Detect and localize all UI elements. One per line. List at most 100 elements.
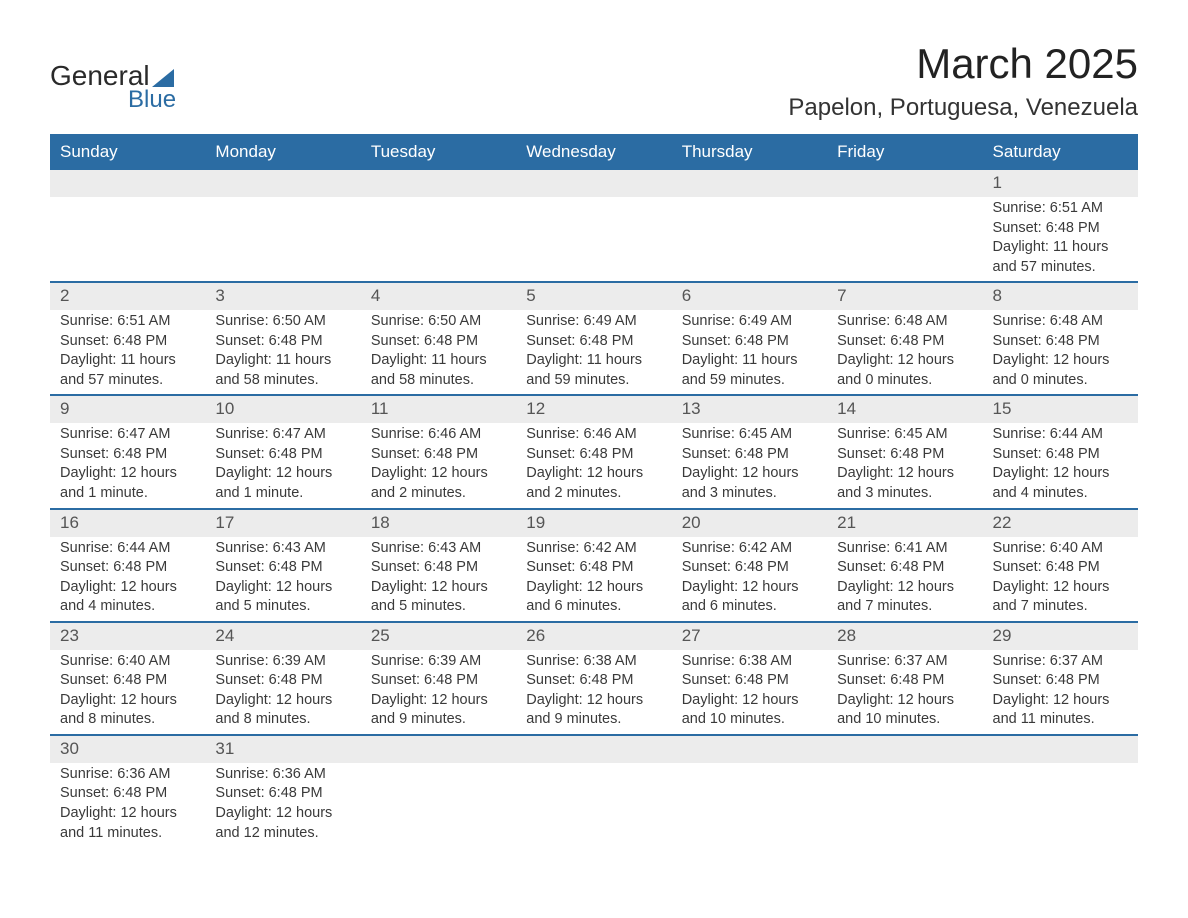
sunset-line: Sunset: 6:48 PM [215,671,350,691]
day-number [827,736,982,763]
sunset-line: Sunset: 6:48 PM [993,332,1128,352]
page-header: General Blue March 2025 Papelon, Portugu… [50,40,1138,122]
sunrise-line: Sunrise: 6:40 AM [993,539,1128,559]
sunset-line: Sunset: 6:48 PM [837,445,972,465]
day-number [516,736,671,763]
day-details: Sunrise: 6:43 AMSunset: 6:48 PMDaylight:… [205,537,360,621]
daylight-line: Daylight: 12 hours and 6 minutes. [526,578,661,617]
day-number: 14 [827,396,982,423]
day-details: Sunrise: 6:49 AMSunset: 6:48 PMDaylight:… [672,310,827,394]
day-number: 21 [827,510,982,537]
day-details: Sunrise: 6:39 AMSunset: 6:48 PMDaylight:… [361,650,516,734]
day-number: 9 [50,396,205,423]
sunset-line: Sunset: 6:48 PM [215,332,350,352]
logo-triangle-icon [152,69,174,87]
day-number: 23 [50,623,205,650]
sunset-line: Sunset: 6:48 PM [526,671,661,691]
day-details: Sunrise: 6:41 AMSunset: 6:48 PMDaylight:… [827,537,982,621]
calendar-cell: 27Sunrise: 6:38 AMSunset: 6:48 PMDayligh… [672,622,827,735]
daylight-line: Daylight: 12 hours and 6 minutes. [682,578,817,617]
day-number: 18 [361,510,516,537]
sunset-line: Sunset: 6:48 PM [837,558,972,578]
day-number: 5 [516,283,671,310]
daylight-line: Daylight: 12 hours and 2 minutes. [371,464,506,503]
sunrise-line: Sunrise: 6:39 AM [371,652,506,672]
day-number: 25 [361,623,516,650]
weekday-header: Tuesday [361,135,516,169]
sunset-line: Sunset: 6:48 PM [682,445,817,465]
day-details: Sunrise: 6:40 AMSunset: 6:48 PMDaylight:… [983,537,1138,621]
day-number: 10 [205,396,360,423]
sunset-line: Sunset: 6:48 PM [993,445,1128,465]
daylight-line: Daylight: 12 hours and 10 minutes. [837,691,972,730]
sunset-line: Sunset: 6:48 PM [837,332,972,352]
daylight-line: Daylight: 12 hours and 8 minutes. [60,691,195,730]
calendar-cell: 8Sunrise: 6:48 AMSunset: 6:48 PMDaylight… [983,282,1138,395]
calendar-cell: 4Sunrise: 6:50 AMSunset: 6:48 PMDaylight… [361,282,516,395]
calendar-week-row: 23Sunrise: 6:40 AMSunset: 6:48 PMDayligh… [50,622,1138,735]
calendar-header-row: SundayMondayTuesdayWednesdayThursdayFrid… [50,135,1138,169]
sunrise-line: Sunrise: 6:49 AM [526,312,661,332]
sunset-line: Sunset: 6:48 PM [60,332,195,352]
day-details: Sunrise: 6:40 AMSunset: 6:48 PMDaylight:… [50,650,205,734]
weekday-header: Friday [827,135,982,169]
sunset-line: Sunset: 6:48 PM [526,332,661,352]
sunset-line: Sunset: 6:48 PM [60,784,195,804]
calendar-cell-empty [672,169,827,282]
day-number: 8 [983,283,1138,310]
sunrise-line: Sunrise: 6:51 AM [60,312,195,332]
calendar-cell-empty [516,169,671,282]
calendar-cell: 6Sunrise: 6:49 AMSunset: 6:48 PMDaylight… [672,282,827,395]
calendar-cell: 26Sunrise: 6:38 AMSunset: 6:48 PMDayligh… [516,622,671,735]
sunrise-line: Sunrise: 6:41 AM [837,539,972,559]
calendar-cell: 3Sunrise: 6:50 AMSunset: 6:48 PMDaylight… [205,282,360,395]
sunrise-line: Sunrise: 6:45 AM [837,425,972,445]
daylight-line: Daylight: 12 hours and 7 minutes. [837,578,972,617]
sunrise-line: Sunrise: 6:44 AM [993,425,1128,445]
sunrise-line: Sunrise: 6:51 AM [993,199,1128,219]
day-details: Sunrise: 6:49 AMSunset: 6:48 PMDaylight:… [516,310,671,394]
sunset-line: Sunset: 6:48 PM [682,558,817,578]
sunset-line: Sunset: 6:48 PM [215,784,350,804]
sunset-line: Sunset: 6:48 PM [993,558,1128,578]
calendar-cell: 19Sunrise: 6:42 AMSunset: 6:48 PMDayligh… [516,509,671,622]
sunrise-line: Sunrise: 6:49 AM [682,312,817,332]
day-number: 24 [205,623,360,650]
day-number: 27 [672,623,827,650]
day-number [205,170,360,197]
day-number: 15 [983,396,1138,423]
day-number: 31 [205,736,360,763]
day-number: 28 [827,623,982,650]
calendar-cell: 21Sunrise: 6:41 AMSunset: 6:48 PMDayligh… [827,509,982,622]
sunrise-line: Sunrise: 6:37 AM [837,652,972,672]
calendar-cell-empty [361,169,516,282]
daylight-line: Daylight: 12 hours and 10 minutes. [682,691,817,730]
sunrise-line: Sunrise: 6:44 AM [60,539,195,559]
calendar-cell: 30Sunrise: 6:36 AMSunset: 6:48 PMDayligh… [50,735,205,847]
calendar-cell-empty [827,169,982,282]
calendar-cell: 7Sunrise: 6:48 AMSunset: 6:48 PMDaylight… [827,282,982,395]
day-number: 26 [516,623,671,650]
daylight-line: Daylight: 12 hours and 11 minutes. [993,691,1128,730]
daylight-line: Daylight: 12 hours and 0 minutes. [837,351,972,390]
calendar-week-row: 9Sunrise: 6:47 AMSunset: 6:48 PMDaylight… [50,395,1138,508]
sunset-line: Sunset: 6:48 PM [60,445,195,465]
daylight-line: Daylight: 11 hours and 59 minutes. [682,351,817,390]
day-details: Sunrise: 6:37 AMSunset: 6:48 PMDaylight:… [827,650,982,734]
day-number [50,170,205,197]
weekday-header: Sunday [50,135,205,169]
calendar-cell: 9Sunrise: 6:47 AMSunset: 6:48 PMDaylight… [50,395,205,508]
daylight-line: Daylight: 11 hours and 57 minutes. [993,238,1128,277]
day-number: 2 [50,283,205,310]
day-details: Sunrise: 6:48 AMSunset: 6:48 PMDaylight:… [983,310,1138,394]
sunrise-line: Sunrise: 6:40 AM [60,652,195,672]
sunrise-line: Sunrise: 6:50 AM [215,312,350,332]
daylight-line: Daylight: 12 hours and 3 minutes. [837,464,972,503]
day-details: Sunrise: 6:51 AMSunset: 6:48 PMDaylight:… [983,197,1138,281]
sunset-line: Sunset: 6:48 PM [526,558,661,578]
calendar-cell: 20Sunrise: 6:42 AMSunset: 6:48 PMDayligh… [672,509,827,622]
day-details: Sunrise: 6:38 AMSunset: 6:48 PMDaylight:… [516,650,671,734]
calendar-cell: 24Sunrise: 6:39 AMSunset: 6:48 PMDayligh… [205,622,360,735]
sunset-line: Sunset: 6:48 PM [371,671,506,691]
calendar-cell: 13Sunrise: 6:45 AMSunset: 6:48 PMDayligh… [672,395,827,508]
